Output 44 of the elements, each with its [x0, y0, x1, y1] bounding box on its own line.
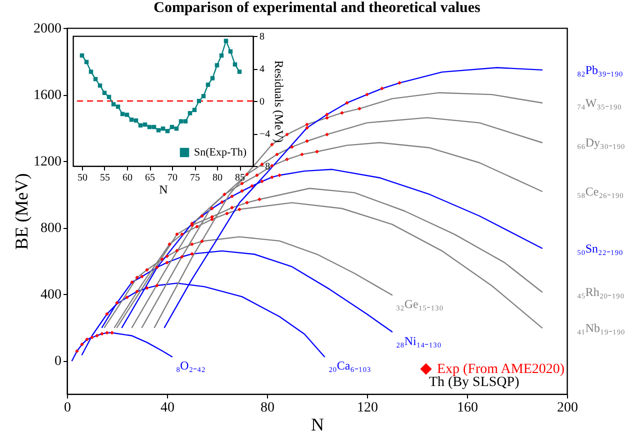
y-tick-label: 0	[260, 96, 264, 108]
text: ₆₆Dy₃₀₋₁₉₀	[577, 136, 625, 150]
series-label: ₈O₂₋₄₂	[176, 358, 206, 373]
x-tick-label: 70	[168, 172, 178, 184]
series-label: ₃₂Ge₁₅₋₁₃₀	[396, 297, 444, 312]
x-tick-label: 50	[78, 172, 88, 184]
series-label: ₂₀Ca₆₋₁₀₃	[328, 358, 371, 373]
legend-label: Sn(Exp-Th)	[194, 146, 247, 158]
y-tick-label: 2000	[34, 22, 62, 36]
y-tick-label: 4	[260, 64, 264, 75]
y-tick-label: 1200	[34, 154, 62, 170]
legend-label: Exp (From AME2020)	[437, 362, 565, 377]
x-tick-label: 200	[557, 400, 578, 416]
y-tick-label: −4	[260, 129, 270, 140]
y-tick-label: 800	[40, 221, 62, 236]
y-axis-title: Residuals (MeV)	[272, 60, 286, 143]
text: ₄₁Nb₁₉₋₁₉₀	[577, 320, 625, 335]
y-tick-label: −8	[260, 162, 270, 172]
text: ₄₅Rh₂₀₋₁₉₀	[577, 285, 624, 300]
x-tick-label: 120	[357, 400, 378, 416]
text: ₇₄W₃₅₋₁₉₀	[577, 96, 622, 110]
x-tick-label: 60	[122, 172, 132, 184]
x-axis-title: N	[159, 182, 168, 196]
text: ₈₂Pb₃₉₋₁₉₀	[577, 62, 623, 77]
text: ₅₈Ce₂₆₋₁₉₀	[577, 184, 624, 198]
x-tick-label: 85	[235, 172, 245, 184]
x-axis-title: N	[311, 414, 324, 434]
x-tick-label: 160	[457, 400, 478, 416]
y-tick-label: 400	[40, 288, 62, 303]
x-tick-label: 40	[160, 400, 174, 416]
series-label: ₂₈Ni₁₄₋₁₃₀	[396, 334, 442, 348]
text: ₅₀Sn₂₂₋₁₉₀	[577, 241, 623, 256]
y-axis-title: BE (MeV)	[12, 173, 32, 250]
chart-title: Comparison of experimental and theoretical values	[154, 0, 481, 16]
y-tick-label: 0	[54, 354, 62, 370]
annotation: Th (By SLSQP)	[429, 375, 520, 390]
x-tick-label: 55	[100, 172, 110, 184]
x-tick-label: 0	[64, 400, 71, 416]
y-tick-label: 8	[260, 32, 264, 42]
y-tick-label: 1600	[34, 88, 62, 104]
x-tick-label: 65	[145, 172, 155, 184]
x-tick-label: 75	[190, 172, 200, 184]
x-tick-label: 80	[260, 400, 274, 416]
x-tick-label: 80	[212, 172, 222, 184]
